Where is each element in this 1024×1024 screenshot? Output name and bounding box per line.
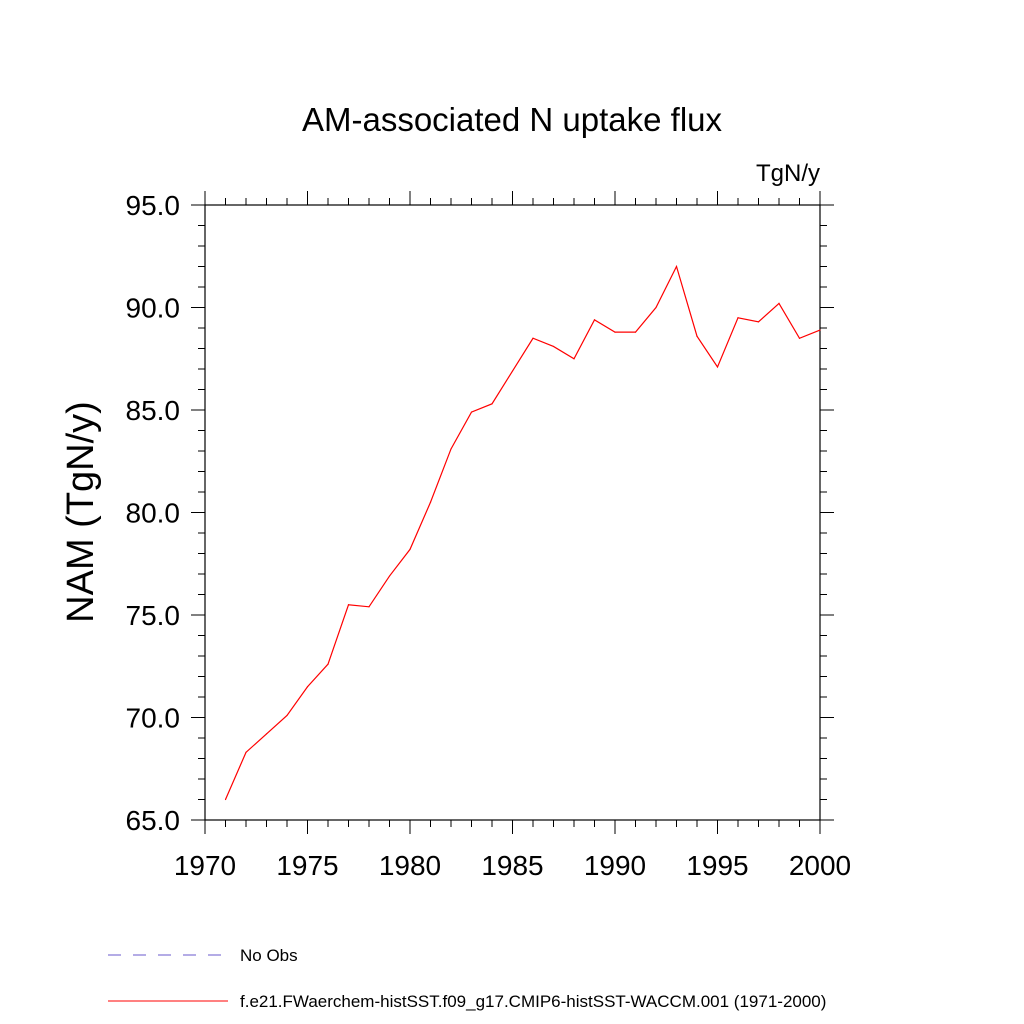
data-point: [388, 575, 391, 577]
data-point: [491, 403, 493, 405]
y-tick-label: 80.0: [126, 498, 181, 529]
plot-frame: [204, 204, 821, 821]
data-point: [450, 448, 452, 450]
data-point: [696, 335, 698, 337]
y-tick-label: 85.0: [126, 395, 181, 426]
data-point: [819, 329, 821, 331]
data-point: [245, 751, 247, 753]
data-point: [757, 321, 760, 323]
data-point: [798, 337, 801, 339]
data-point: [511, 370, 514, 372]
data-point: [368, 606, 370, 608]
data-point: [409, 548, 411, 551]
data-point: [614, 331, 616, 333]
y-tick-label: 90.0: [126, 293, 181, 324]
data-point: [552, 345, 555, 348]
data-point: [306, 686, 309, 688]
data-point: [675, 265, 678, 268]
data-point: [532, 337, 534, 339]
y-tick-label: 75.0: [126, 600, 181, 631]
y-tick-label: 65.0: [126, 805, 181, 836]
data-point: [593, 319, 596, 321]
x-tick-label: 1980: [379, 850, 441, 881]
data-point: [327, 663, 329, 665]
legend: No Obs f.e21.FWaerchem-histSST.f09_g17.CM…: [108, 946, 826, 1011]
series-layer: [224, 264, 821, 801]
x-tick-label: 1970: [174, 850, 236, 881]
x-tick-label: 1975: [276, 850, 338, 881]
chart-title: AM-associated N uptake flux: [302, 101, 723, 138]
data-point: [224, 798, 227, 801]
x-tick-label: 1985: [481, 850, 543, 881]
legend-label: No Obs: [240, 946, 298, 965]
data-point: [429, 501, 432, 503]
y-tick-label: 95.0: [126, 190, 181, 221]
plot-ticks: [191, 191, 834, 834]
x-tick-label: 1995: [686, 850, 748, 881]
data-point: [265, 733, 268, 735]
data-point: [655, 306, 657, 309]
units-label: TgN/y: [756, 160, 820, 187]
data-point: [573, 358, 575, 360]
y-axis-label: NAM (TgN/y): [60, 401, 102, 623]
legend-label: f.e21.FWaerchem-histSST.f09_g17.CMIP6-hi…: [240, 992, 826, 1011]
y-tick-label: 70.0: [126, 703, 181, 734]
x-tick-label: 2000: [789, 850, 851, 881]
data-point: [716, 366, 719, 368]
data-point: [634, 331, 637, 333]
data-point: [470, 411, 473, 413]
data-point: [347, 604, 350, 606]
data-point: [778, 302, 780, 304]
data-point: [737, 317, 739, 319]
tick-labels: 1970 1975 1980 1985 1990 1995 2000 65.0 70.0 75.0…: [126, 190, 852, 881]
x-tick-label: 1990: [584, 850, 646, 881]
data-point: [286, 714, 288, 717]
series-line: [224, 264, 821, 800]
